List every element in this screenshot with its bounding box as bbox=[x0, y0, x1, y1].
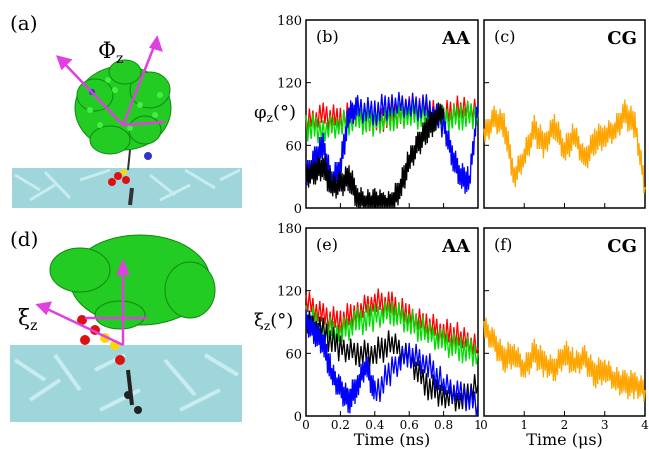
angle-label-phi: Φz bbox=[98, 39, 123, 67]
membrane-surface bbox=[10, 345, 242, 422]
chart-e: 0 60 120 180 0 0.2 0.4 0.6 0.8 1 Time (ns) ξz(°) (e)… bbox=[254, 222, 482, 449]
series-line-black bbox=[305, 310, 479, 412]
series-line-red bbox=[305, 288, 479, 356]
panel-label-c: (c) bbox=[494, 27, 515, 46]
y-tick-label: 120 bbox=[277, 77, 302, 92]
y-tick-label: 60 bbox=[285, 347, 302, 362]
x-tick-label: 0 bbox=[480, 418, 488, 432]
method-tag: CG bbox=[607, 236, 637, 257]
y-tick-label: 120 bbox=[277, 285, 302, 300]
method-tag: CG bbox=[607, 28, 637, 49]
series-line-orange bbox=[483, 99, 646, 194]
y-tick-label: 180 bbox=[277, 222, 302, 237]
panel-a-image bbox=[12, 35, 242, 208]
angle-arrows bbox=[56, 35, 166, 127]
angle-label-xi: ξz bbox=[18, 306, 38, 334]
y-axis-label: ξz(°) bbox=[254, 310, 293, 333]
x-axis-label: Time (μs) bbox=[526, 430, 603, 449]
x-tick-label: 1 bbox=[520, 418, 528, 432]
panel-label-f: (f) bbox=[494, 235, 512, 254]
angle-arrows bbox=[35, 258, 148, 347]
y-tick-label: 180 bbox=[277, 14, 302, 29]
x-tick-label: 0.2 bbox=[331, 418, 350, 432]
y-tick-label: 0 bbox=[294, 410, 302, 425]
panel-label-a: (a) bbox=[10, 11, 38, 35]
chart-c: (c) CG bbox=[483, 19, 646, 209]
x-tick-label: 0.8 bbox=[434, 418, 453, 432]
protein-cluster bbox=[74, 59, 172, 155]
y-tick-label: 60 bbox=[285, 139, 302, 154]
method-tag: AA bbox=[441, 28, 471, 49]
marker-bead bbox=[144, 152, 152, 160]
x-tick-label: 0.6 bbox=[400, 418, 419, 432]
series-line-green bbox=[305, 99, 479, 144]
x-tick-label: 0.4 bbox=[365, 418, 384, 432]
panel-d-image bbox=[10, 234, 242, 422]
panel-label-d: (d) bbox=[10, 227, 38, 251]
series-line-blue bbox=[305, 309, 479, 417]
panel-label-b: (b) bbox=[316, 27, 339, 46]
chart-f: 0 1 2 3 4 Time (μs) (f) CG bbox=[480, 227, 649, 449]
x-tick-label: 3 bbox=[601, 418, 609, 432]
x-tick-label: 2 bbox=[561, 418, 569, 432]
series-line-black bbox=[305, 102, 445, 209]
membrane-texture bbox=[14, 168, 241, 202]
method-tag: AA bbox=[441, 236, 471, 257]
x-axis-label: Time (ns) bbox=[354, 430, 431, 449]
x-tick-label: 1 bbox=[474, 418, 482, 432]
x-tick-label: 0 bbox=[302, 418, 310, 432]
panel-label-e: (e) bbox=[316, 235, 338, 254]
chart-b: 0 60 120 180 φz(°) (b) AA bbox=[254, 14, 479, 217]
series-line-orange bbox=[483, 317, 646, 402]
x-tick-label: 4 bbox=[641, 418, 649, 432]
protein-beads bbox=[87, 77, 163, 131]
protein-cluster bbox=[49, 234, 216, 330]
anchor-chain bbox=[108, 149, 134, 206]
y-axis-label: φz(°) bbox=[254, 102, 296, 125]
y-tick-label: 0 bbox=[294, 202, 302, 217]
